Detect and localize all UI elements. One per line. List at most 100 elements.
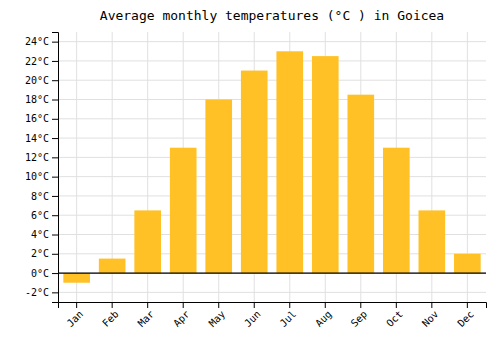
plot: -2°C 0°C 2°C 4°C 6°C 8°C 10°C 12°C 14°C 16°C 18°C 2… xyxy=(25,32,487,329)
tick-mark xyxy=(52,138,58,139)
tick-mark xyxy=(52,177,58,178)
tick-mark xyxy=(52,119,58,120)
tick-label: -2°C xyxy=(25,287,49,298)
tick: Nov xyxy=(420,302,441,329)
bar xyxy=(276,51,303,273)
tick-mark xyxy=(52,196,58,197)
tick-mark xyxy=(289,302,290,308)
bar xyxy=(241,71,268,273)
tick-label: 10°C xyxy=(25,171,49,182)
tick: 10°C xyxy=(25,171,58,182)
tick-mark xyxy=(360,302,361,308)
bar xyxy=(170,148,197,273)
tick: Aug xyxy=(313,302,334,329)
tick-label: 22°C xyxy=(25,56,49,67)
tick-label: Nov xyxy=(420,308,441,329)
tick: 6°C xyxy=(31,210,58,221)
grid-line xyxy=(58,138,486,139)
grid-line xyxy=(58,41,486,42)
axis-line xyxy=(52,33,59,303)
bar xyxy=(99,259,126,273)
tick-mark xyxy=(218,302,219,308)
tick-mark xyxy=(52,100,58,101)
tick-label: Oct xyxy=(384,308,405,329)
bar xyxy=(312,56,339,273)
grid-line xyxy=(58,157,486,158)
tick: Feb xyxy=(100,302,121,329)
tick-label: 0°C xyxy=(31,268,49,279)
bars xyxy=(58,51,486,282)
tick-mark xyxy=(52,80,58,81)
grid-line xyxy=(58,80,486,81)
tick-label: 8°C xyxy=(31,191,49,202)
tick-label: Jul xyxy=(278,308,299,329)
tick-mark xyxy=(76,302,77,308)
tick-mark xyxy=(52,254,58,255)
tick-label: 18°C xyxy=(25,94,49,105)
tick-mark xyxy=(52,157,58,158)
bar xyxy=(383,148,410,273)
grid-line xyxy=(58,195,486,196)
tick-label: Dec xyxy=(455,308,476,329)
tick: -2°C xyxy=(25,287,58,298)
tick-label: 6°C xyxy=(31,210,49,221)
bar xyxy=(205,100,232,274)
tick-mark xyxy=(254,302,255,308)
tick: May xyxy=(207,302,228,329)
tick: 12°C xyxy=(25,152,58,163)
grid-line xyxy=(58,273,486,274)
chart: -2°C 0°C 2°C 4°C 6°C 8°C 10°C 12°C 14°C 16°C 18°C 2… xyxy=(0,0,500,350)
tick: 2°C xyxy=(31,248,58,259)
bar xyxy=(347,95,374,273)
tick-label: Aug xyxy=(313,308,334,329)
tick-label: 14°C xyxy=(25,133,49,144)
grid-line xyxy=(58,118,486,119)
tick: Sep xyxy=(349,302,370,329)
tick: Oct xyxy=(384,302,405,329)
title: Average monthly temperatures (°C ) in Go… xyxy=(100,8,444,23)
tick-label: 12°C xyxy=(25,152,49,163)
tick: Jul xyxy=(278,302,299,329)
grid-line xyxy=(58,176,486,177)
tick-label: Sep xyxy=(349,308,370,329)
tick-label: Jan xyxy=(65,308,86,329)
grid-line xyxy=(58,292,486,293)
bar xyxy=(63,273,90,283)
tick: 18°C xyxy=(25,94,58,105)
tick: Apr xyxy=(171,302,192,329)
tick-mark xyxy=(112,302,113,308)
tick-label: 24°C xyxy=(25,36,49,47)
tick-mark xyxy=(325,302,326,308)
tick: Mar xyxy=(136,302,157,329)
bar xyxy=(454,254,481,273)
tick: 16°C xyxy=(25,113,58,124)
tick: 24°C xyxy=(25,36,58,47)
tick: 4°C xyxy=(31,229,58,240)
tick: 8°C xyxy=(31,191,58,202)
tick: Dec xyxy=(455,302,476,329)
tick-label: Mar xyxy=(136,308,157,329)
tick-mark xyxy=(183,302,184,308)
tick-mark xyxy=(52,292,58,293)
tick-label: Feb xyxy=(100,308,121,329)
tick-mark xyxy=(52,215,58,216)
tick-label: 4°C xyxy=(31,229,49,240)
x-axis: Jan Feb Mar Apr May Jun Jul Aug Sep Oct Nov Dec xyxy=(59,302,487,329)
grid-line xyxy=(76,32,77,302)
tick-mark xyxy=(431,302,432,308)
grid-line xyxy=(58,60,486,61)
tick-label: Apr xyxy=(171,308,192,329)
tick: 20°C xyxy=(25,75,58,86)
tick: 22°C xyxy=(25,56,58,67)
tick-label: Jun xyxy=(242,308,263,329)
tick: Jun xyxy=(242,302,263,329)
tick: 0°C xyxy=(31,268,58,279)
tick-mark xyxy=(52,273,58,274)
tick-mark xyxy=(467,302,468,308)
bar xyxy=(419,210,446,273)
tick-mark xyxy=(396,302,397,308)
tick-label: May xyxy=(207,308,228,329)
tick: 14°C xyxy=(25,133,58,144)
grid xyxy=(58,32,486,302)
tick-label: 2°C xyxy=(31,248,49,259)
